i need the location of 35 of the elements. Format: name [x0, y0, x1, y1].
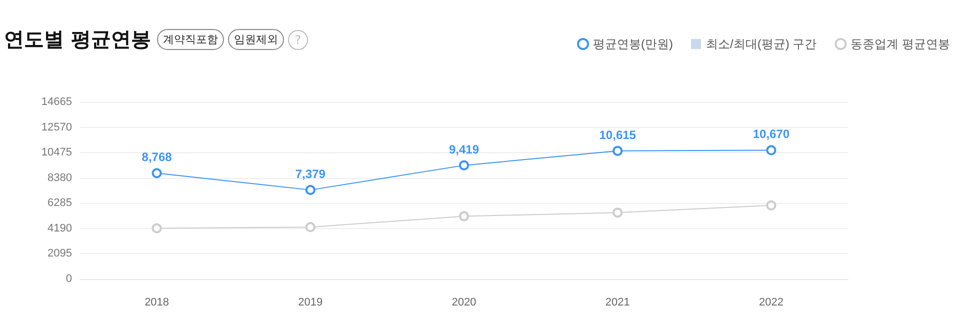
point: [305, 222, 316, 232]
text: 임원제외: [228, 29, 284, 50]
y-tick-label: 6285: [48, 197, 72, 210]
data-label: 10,670: [752, 127, 790, 142]
point: [612, 146, 623, 156]
y-tick-label: 12570: [41, 121, 72, 134]
point: [766, 200, 776, 210]
y-tick-label: 4190: [48, 222, 72, 234]
point: [152, 223, 162, 234]
point: [305, 184, 316, 195]
legend-label: 평균연봉(만원): [593, 37, 674, 51]
data-label: 8,768: [142, 150, 172, 164]
data-label: 7,379: [295, 166, 326, 181]
x-tick-label: 2019: [298, 296, 323, 308]
data-label: 10,615: [599, 128, 636, 142]
y-tick-label: 14665: [41, 96, 72, 108]
data-label: 9,419: [448, 142, 480, 156]
x-tick-label: 2021: [605, 296, 630, 308]
legend-label: 최소/최대(평균) 구간: [706, 37, 817, 51]
x-tick-label: 2018: [144, 296, 170, 308]
text: 계약직포함: [156, 29, 224, 50]
text: ?: [288, 30, 308, 50]
x-tick-label: 2022: [758, 296, 784, 308]
point: [612, 208, 623, 218]
point: [152, 168, 162, 178]
y-tick-label: 10475: [41, 146, 72, 159]
point: [459, 211, 469, 222]
point: [459, 160, 469, 170]
chart-title: 연도별 평균연봉: [4, 26, 151, 53]
point: [766, 145, 776, 156]
y-tick-label: 0: [66, 273, 72, 285]
y-tick-label: 2095: [48, 248, 72, 260]
legend-label: 동종업계 평균연봉: [850, 37, 950, 51]
x-tick-label: 2020: [452, 296, 476, 308]
y-tick-label: 8380: [48, 172, 72, 184]
